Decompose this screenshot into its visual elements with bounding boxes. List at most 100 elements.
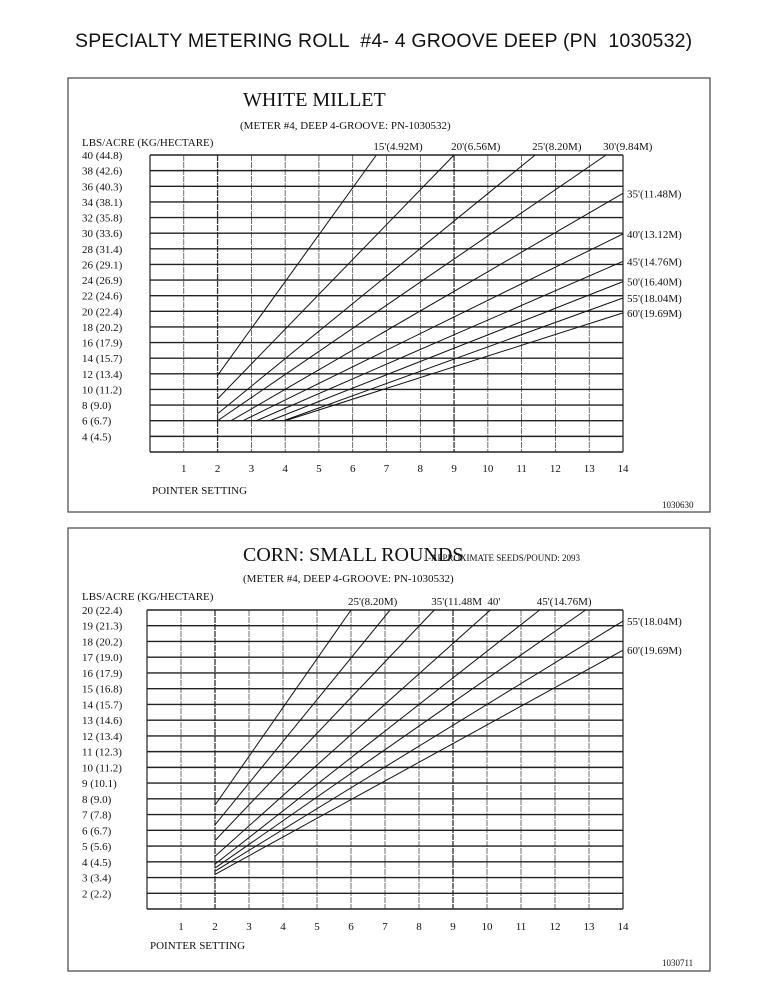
series-label: 60'(19.69M) <box>627 308 682 320</box>
series-label: 55'(18.04M) <box>627 616 682 628</box>
y-tick-label: 8 (9.0) <box>82 794 112 806</box>
y-tick-label: 12 (13.4) <box>82 369 123 381</box>
chart-2: CORN: SMALL ROUNDS-APPROXIMATE SEEDS/POU… <box>67 527 711 972</box>
series-line <box>214 609 391 826</box>
series-label: 15'(4.92M) <box>373 141 423 153</box>
series-label: 60'(19.69M) <box>627 645 682 657</box>
y-tick-label: 20 (22.4) <box>82 605 123 617</box>
x-tick-label: 2 <box>212 921 218 933</box>
chart-title: CORN: SMALL ROUNDS <box>243 544 463 566</box>
chart-title: WHITE MILLET <box>243 89 386 111</box>
series-line <box>269 281 624 422</box>
y-tick-label: 11 (12.3) <box>82 747 122 759</box>
x-tick-label: 13 <box>584 921 596 933</box>
x-tick-label: 12 <box>550 463 561 475</box>
x-tick-label: 11 <box>516 463 527 475</box>
y-tick-label: 40 (44.8) <box>82 150 123 162</box>
y-tick-label: 38 (42.6) <box>82 166 123 178</box>
chart-note: -APPROXIMATE SEEDS/POUND: 2093 <box>428 553 581 563</box>
y-tick-label: 4 (4.5) <box>82 857 112 869</box>
y-tick-label: 30 (33.6) <box>82 228 123 240</box>
y-tick-label: 6 (6.7) <box>82 825 112 837</box>
x-tick-label: 6 <box>350 463 356 475</box>
y-tick-label: 15 (16.8) <box>82 684 123 696</box>
series-label: 35'(11.48M) <box>627 188 682 200</box>
series-line <box>217 154 607 422</box>
y-tick-label: 16 (17.9) <box>82 668 123 680</box>
y-tick-label: 12 (13.4) <box>82 731 123 743</box>
x-tick-label: 4 <box>282 463 288 475</box>
y-tick-label: 14 (15.7) <box>82 353 123 365</box>
y-tick-label: 17 (19.0) <box>82 652 123 664</box>
series-label: 20'(6.56M) <box>451 141 501 153</box>
y-tick-label: 10 (11.2) <box>82 384 122 396</box>
x-tick-label: 7 <box>384 463 390 475</box>
x-tick-label: 6 <box>348 921 354 933</box>
x-axis-label: POINTER SETTING <box>152 485 247 497</box>
series-line <box>214 620 624 872</box>
x-axis-label: POINTER SETTING <box>150 940 245 952</box>
y-tick-label: 28 (31.4) <box>82 244 123 256</box>
series-line <box>214 609 352 806</box>
y-axis-label: LBS/ACRE (KG/HECTARE) <box>82 137 214 149</box>
x-tick-label: 5 <box>314 921 320 933</box>
chart-subtitle: (METER #4, DEEP 4-GROOVE: PN-1030532) <box>243 573 454 585</box>
y-tick-label: 18 (20.2) <box>82 322 123 334</box>
series-line <box>217 154 455 400</box>
series-line <box>256 260 624 422</box>
figure-code: 1030711 <box>662 958 693 968</box>
x-tick-label: 10 <box>482 921 494 933</box>
x-tick-label: 9 <box>450 921 456 933</box>
y-tick-label: 8 (9.0) <box>82 400 112 412</box>
y-tick-label: 10 (11.2) <box>82 762 122 774</box>
x-tick-label: 10 <box>482 463 494 475</box>
chart-subtitle: (METER #4, DEEP 4-GROOVE: PN-1030532) <box>240 120 451 132</box>
chart-1: WHITE MILLET (METER #4, DEEP 4-GROOVE: PN… <box>67 77 711 513</box>
series-line <box>283 297 624 422</box>
series-line <box>242 233 624 422</box>
y-tick-label: 13 (14.6) <box>82 715 123 727</box>
page-title: SPECIALTY METERING ROLL #4- 4 GROOVE DEE… <box>75 30 693 52</box>
series-line <box>214 609 435 841</box>
x-tick-label: 3 <box>246 921 252 933</box>
series-line <box>214 609 491 857</box>
x-tick-label: 14 <box>618 921 630 933</box>
y-axis-label: LBS/ACRE (KG/HECTARE) <box>82 591 214 603</box>
y-tick-label: 20 (22.4) <box>82 306 123 318</box>
series-line <box>284 312 624 422</box>
x-tick-label: 9 <box>451 463 457 475</box>
x-tick-label: 3 <box>249 463 255 475</box>
chart-frame <box>67 527 711 972</box>
y-tick-label: 5 (5.6) <box>82 841 112 853</box>
x-tick-label: 5 <box>316 463 322 475</box>
series-label: 25'(8.20M) <box>348 596 398 608</box>
series-line <box>214 609 541 865</box>
x-tick-label: 8 <box>416 921 422 933</box>
series-label: 35'(11.48M <box>431 596 482 608</box>
series-line <box>214 609 586 869</box>
series-label: 45'(14.76M) <box>537 596 592 608</box>
x-tick-label: 13 <box>584 463 596 475</box>
y-tick-label: 19 (21.3) <box>82 621 123 633</box>
series-label: 40'(13.12M) <box>627 229 682 241</box>
x-tick-label: 2 <box>215 463 221 475</box>
chart-frame <box>67 77 711 513</box>
series-line <box>230 192 624 422</box>
series-label: 30'(9.84M) <box>603 141 653 153</box>
y-tick-label: 36 (40.3) <box>82 181 123 193</box>
y-tick-label: 4 (4.5) <box>82 431 112 443</box>
y-tick-label: 34 (38.1) <box>82 197 123 209</box>
y-tick-label: 24 (26.9) <box>82 275 123 287</box>
y-tick-label: 3 (3.4) <box>82 873 112 885</box>
x-tick-label: 8 <box>418 463 424 475</box>
series-label: 25'(8.20M) <box>532 141 582 153</box>
y-tick-label: 16 (17.9) <box>82 338 123 350</box>
x-tick-label: 12 <box>550 921 561 933</box>
y-tick-label: 7 (7.8) <box>82 810 112 822</box>
y-tick-label: 6 (6.7) <box>82 416 112 428</box>
series-line <box>217 154 536 415</box>
x-tick-label: 1 <box>178 921 184 933</box>
y-tick-label: 22 (24.6) <box>82 291 123 303</box>
series-line <box>214 649 624 875</box>
